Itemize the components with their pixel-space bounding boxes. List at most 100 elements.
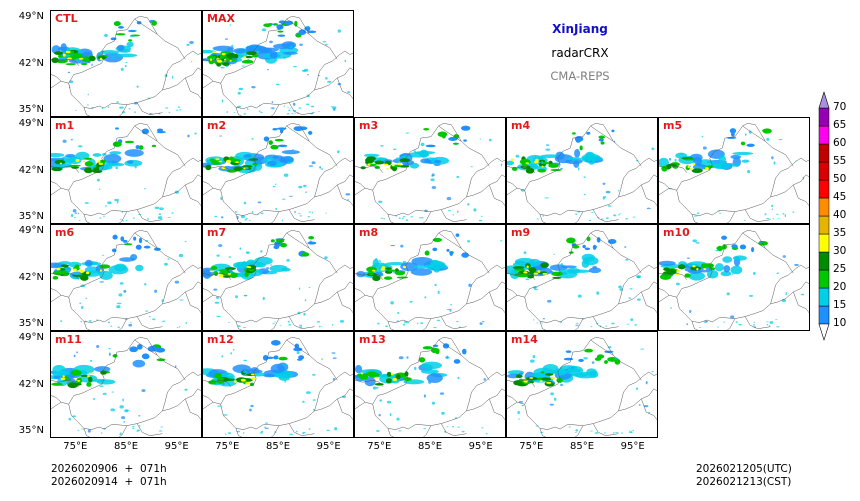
panel-label: m1 xyxy=(55,119,75,132)
panel-label: m12 xyxy=(207,333,234,346)
colorbar-swatch xyxy=(818,215,830,235)
colorbar-tick-label: 45 xyxy=(833,191,847,203)
lon-tick-label: 95°E xyxy=(468,441,493,452)
colorbar-swatch xyxy=(818,179,830,199)
panel-label: CTL xyxy=(55,12,78,25)
colorbar-tick-label: 35 xyxy=(833,227,847,239)
radar-echo-map xyxy=(355,230,505,330)
lat-tick-label: 42°N xyxy=(18,271,44,283)
radar-echo-map xyxy=(355,337,505,437)
radar-echo-map xyxy=(51,16,201,116)
colorbar-swatch xyxy=(818,125,830,145)
panel-label: m2 xyxy=(207,119,227,132)
panel-m6: m6 xyxy=(50,224,202,331)
valid-time-utc: 2026021205(UTC) xyxy=(696,463,792,475)
lat-tick-label: 49°N xyxy=(18,224,44,236)
panel-label: m6 xyxy=(55,226,75,239)
panel-m11: m11 xyxy=(50,331,202,438)
panel-m3: m3 xyxy=(354,117,506,224)
radar-echo-map xyxy=(507,230,657,330)
panel-label: m7 xyxy=(207,226,227,239)
colorbar-tick-label: 50 xyxy=(833,173,847,185)
colorbar-swatch xyxy=(818,143,830,163)
lat-tick-label: 42°N xyxy=(18,164,44,176)
radar-echo-map xyxy=(51,230,201,330)
lat-tick-label: 35°N xyxy=(18,104,44,116)
colorbar-swatch xyxy=(818,251,830,271)
radar-echo-map xyxy=(659,230,809,330)
colorbar-tick-label: 60 xyxy=(833,137,847,149)
colorbar-tick-label: 20 xyxy=(833,281,847,293)
radar-echo-map xyxy=(51,123,201,223)
reflectivity-colorbar xyxy=(818,90,830,342)
colorbar-swatch xyxy=(818,305,830,325)
radar-echo-map xyxy=(355,123,505,223)
panel-m7: m7 xyxy=(202,224,354,331)
panel-m12: m12 xyxy=(202,331,354,438)
colorbar-swatch xyxy=(818,107,830,127)
panel-label: m8 xyxy=(359,226,379,239)
colorbar-tick-label: 10 xyxy=(833,317,847,329)
radar-echo-map xyxy=(203,123,353,223)
panel-label: m9 xyxy=(511,226,531,239)
colorbar-under-extension xyxy=(818,323,830,342)
lon-tick-label: 75°E xyxy=(63,441,88,452)
lat-tick-label: 35°N xyxy=(18,318,44,330)
lat-tick-label: 49°N xyxy=(18,10,44,22)
panel-label: m10 xyxy=(663,226,690,239)
colorbar-tick-label: 55 xyxy=(833,155,847,167)
colorbar-tick-label: 30 xyxy=(833,245,847,257)
lat-tick-label: 49°N xyxy=(18,331,44,343)
panel-label: m5 xyxy=(663,119,683,132)
lat-tick-label: 35°N xyxy=(18,425,44,437)
radar-echo-map xyxy=(507,337,657,437)
lon-tick-label: 95°E xyxy=(620,441,645,452)
panel-label: m3 xyxy=(359,119,379,132)
panel-m2: m2 xyxy=(202,117,354,224)
panel-m5: m5 xyxy=(658,117,810,224)
lon-tick-label: 95°E xyxy=(164,441,189,452)
radar-echo-map xyxy=(203,337,353,437)
lon-tick-label: 85°E xyxy=(113,441,139,452)
panel-m10: m10 xyxy=(658,224,810,331)
panel-m4: m4 xyxy=(506,117,658,224)
valid-time-cst: 2026021213(CST) xyxy=(696,476,792,488)
lat-tick-label: 42°N xyxy=(18,57,44,69)
lon-tick-label: 75°E xyxy=(215,441,240,452)
panel-m9: m9 xyxy=(506,224,658,331)
system-title: CMA-REPS xyxy=(550,69,610,83)
colorbar-swatch xyxy=(818,269,830,289)
panel-max: MAX xyxy=(202,10,354,117)
lon-tick-label: 85°E xyxy=(265,441,291,452)
lat-tick-label: 49°N xyxy=(18,117,44,129)
panel-label: m11 xyxy=(55,333,82,346)
colorbar-tick-label: 25 xyxy=(833,263,847,275)
panel-label: m14 xyxy=(511,333,538,346)
radar-echo-map xyxy=(659,123,809,223)
panel-m8: m8 xyxy=(354,224,506,331)
panel-ctl: CTL xyxy=(50,10,202,117)
lat-tick-label: 42°N xyxy=(18,378,44,390)
init-time-utc: 2026020906 + 071h xyxy=(51,463,167,475)
lon-tick-label: 95°E xyxy=(316,441,341,452)
lon-tick-label: 85°E xyxy=(569,441,595,452)
colorbar-tick-label: 40 xyxy=(833,209,847,221)
panel-label: MAX xyxy=(207,12,235,25)
panel-label: m13 xyxy=(359,333,386,346)
lon-tick-label: 85°E xyxy=(417,441,443,452)
region-title: XinJiang xyxy=(552,22,608,36)
radar-echo-map xyxy=(507,123,657,223)
panel-m1: m1 xyxy=(50,117,202,224)
radar-echo-map xyxy=(203,230,353,330)
colorbar-swatch xyxy=(818,233,830,253)
product-title: radarCRX xyxy=(551,46,609,60)
colorbar-swatch xyxy=(818,197,830,217)
lat-tick-label: 35°N xyxy=(18,211,44,223)
radar-echo-map xyxy=(51,337,201,437)
colorbar-tick-label: 70 xyxy=(833,101,847,113)
init-time-cst: 2026020914 + 071h xyxy=(51,476,167,488)
colorbar-over-extension xyxy=(818,90,830,109)
colorbar-tick-label: 65 xyxy=(833,119,847,131)
colorbar-tick-label: 15 xyxy=(833,299,847,311)
lon-tick-label: 75°E xyxy=(519,441,544,452)
